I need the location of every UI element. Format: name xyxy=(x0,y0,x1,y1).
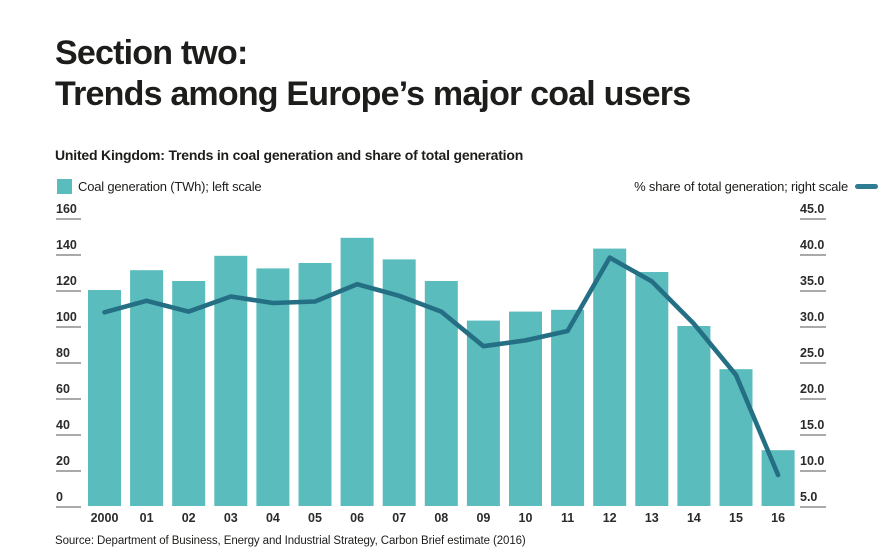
x-axis-label-11: 11 xyxy=(560,511,575,525)
x-axis-label-07: 07 xyxy=(392,511,407,525)
coal-generation-bar-15 xyxy=(719,369,753,506)
coal-generation-bar-16 xyxy=(761,450,795,506)
coal-generation-bar-06 xyxy=(340,237,374,507)
right-axis-tick-30.0: 30.0 xyxy=(800,310,826,328)
x-axis-label-08: 08 xyxy=(434,511,449,525)
x-axis-label-14: 14 xyxy=(686,511,701,525)
coal-generation-bar-11 xyxy=(551,309,585,506)
x-axis-label-09: 09 xyxy=(476,511,491,525)
left-axis-tick-120: 120 xyxy=(56,274,81,292)
right-axis-tick-20.0: 20.0 xyxy=(800,382,826,400)
chart-title: United Kingdom: Trends in coal generatio… xyxy=(55,147,524,163)
coal-generation-bar-04 xyxy=(256,268,290,506)
x-axis-label-15: 15 xyxy=(729,511,743,525)
x-axis-label-2000: 2000 xyxy=(90,511,119,525)
coal-generation-bar-2000 xyxy=(88,290,121,506)
right-axis-tick-10.0: 10.0 xyxy=(800,454,826,472)
x-axis-label-02: 02 xyxy=(181,511,196,525)
x-axis-label-04: 04 xyxy=(265,511,280,525)
coal-generation-bar-12 xyxy=(593,248,627,506)
coal-generation-bar-02 xyxy=(172,281,206,506)
x-axis-label-03: 03 xyxy=(223,511,238,525)
legend-line: % share of total generation; right scale xyxy=(634,179,878,194)
x-axis-label-05: 05 xyxy=(308,511,322,525)
line-series-swatch-icon xyxy=(855,184,878,189)
share-of-generation-line xyxy=(102,255,781,478)
bar-series-swatch-icon xyxy=(57,179,72,194)
right-axis-tick-25.0: 25.0 xyxy=(800,346,826,364)
right-axis-tick-40.0: 40.0 xyxy=(800,238,826,256)
right-axis-tick-35.0: 35.0 xyxy=(800,274,826,292)
left-axis-tick-100: 100 xyxy=(56,310,81,328)
coal-generation-bar-03 xyxy=(214,255,248,506)
legend-line-label: % share of total generation; right scale xyxy=(634,179,848,194)
left-axis-tick-20: 20 xyxy=(56,454,81,472)
right-axis-tick-5.0: 5.0 xyxy=(800,490,826,508)
x-axis-label-13: 13 xyxy=(644,511,659,525)
source-note: Source: Department of Business, Energy a… xyxy=(55,535,526,547)
right-axis-tick-45.0: 45.0 xyxy=(800,202,826,220)
coal-generation-bar-13 xyxy=(635,272,669,506)
coal-generation-bar-08 xyxy=(424,281,458,506)
x-axis-label-10: 10 xyxy=(518,511,533,525)
x-axis-label-01: 01 xyxy=(139,511,154,525)
section-title-line1: Section two: xyxy=(55,34,248,72)
section-title-line2: Trends among Europe’s major coal users xyxy=(55,75,691,113)
left-axis-tick-40: 40 xyxy=(56,418,81,436)
legend-bars-label: Coal generation (TWh); left scale xyxy=(78,179,262,194)
left-axis-tick-0: 0 xyxy=(56,490,81,508)
x-axis-label-06: 06 xyxy=(350,511,365,525)
coal-generation-bar-09 xyxy=(466,320,500,506)
right-axis-tick-15.0: 15.0 xyxy=(800,418,826,436)
x-axis-label-12: 12 xyxy=(602,511,617,525)
left-axis-tick-80: 80 xyxy=(56,346,81,364)
section-title: Section two: Trends among Europe’s major… xyxy=(55,33,815,115)
legend-bars: Coal generation (TWh); left scale xyxy=(57,179,262,194)
left-axis-tick-60: 60 xyxy=(56,382,81,400)
x-axis-label-16: 16 xyxy=(771,511,786,525)
left-axis-tick-160: 160 xyxy=(56,202,81,220)
coal-generation-bar-01 xyxy=(130,270,164,506)
left-axis-tick-140: 140 xyxy=(56,238,81,256)
coal-generation-bar-14 xyxy=(677,326,711,506)
